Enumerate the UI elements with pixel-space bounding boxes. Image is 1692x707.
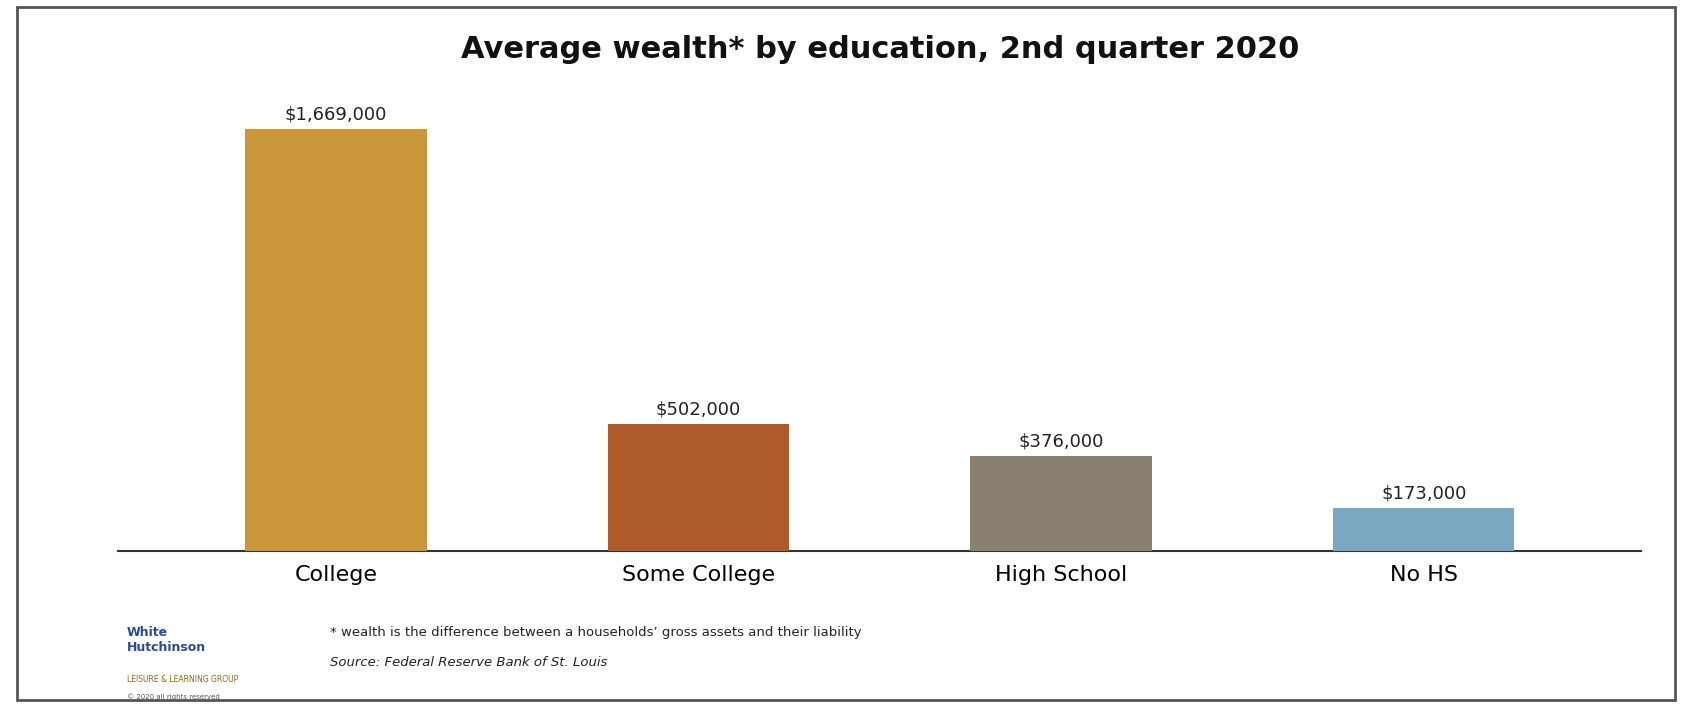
Bar (1333, 508, 1514, 551)
Text: $502,000: $502,000 (656, 401, 741, 419)
Text: White
Hutchinson: White Hutchinson (127, 626, 206, 654)
Bar (245, 129, 426, 551)
Text: Average wealth* by education, 2nd quarter 2020: Average wealth* by education, 2nd quarte… (460, 35, 1299, 64)
Bar (607, 424, 788, 551)
Text: LEISURE & LEARNING GROUP: LEISURE & LEARNING GROUP (127, 675, 239, 684)
Text: * wealth is the difference between a households’ gross assets and their liabilit: * wealth is the difference between a hou… (330, 626, 861, 638)
Text: $1,669,000: $1,669,000 (284, 105, 387, 124)
Text: $173,000: $173,000 (1381, 484, 1467, 502)
Bar (971, 456, 1152, 551)
Text: Source: Federal Reserve Bank of St. Louis: Source: Federal Reserve Bank of St. Loui… (330, 656, 607, 669)
Text: $376,000: $376,000 (1019, 433, 1103, 451)
Text: © 2020 all rights reserved: © 2020 all rights reserved (127, 693, 220, 699)
